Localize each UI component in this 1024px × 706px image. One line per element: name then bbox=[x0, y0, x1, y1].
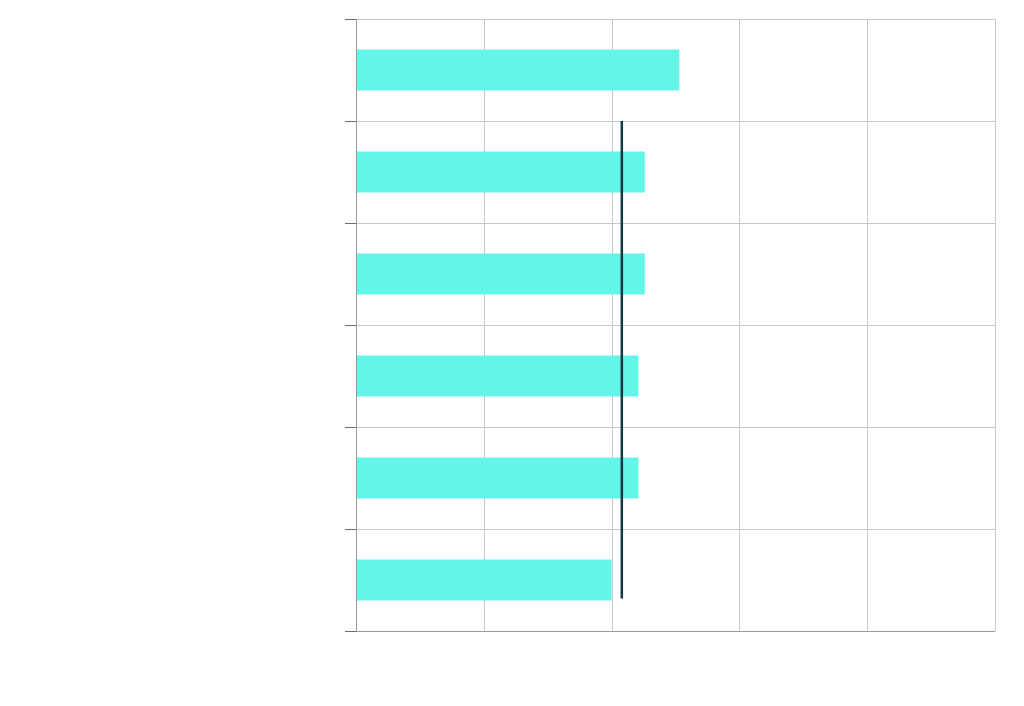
bar-2 bbox=[356, 253, 645, 295]
bar-5 bbox=[356, 559, 612, 601]
bar-3 bbox=[356, 355, 639, 397]
bar-layer bbox=[356, 49, 680, 601]
bar-0 bbox=[356, 49, 680, 91]
axis-layer bbox=[345, 19, 995, 632]
grid-layer bbox=[356, 19, 996, 632]
bar-1 bbox=[356, 151, 645, 193]
bar-4 bbox=[356, 457, 639, 499]
